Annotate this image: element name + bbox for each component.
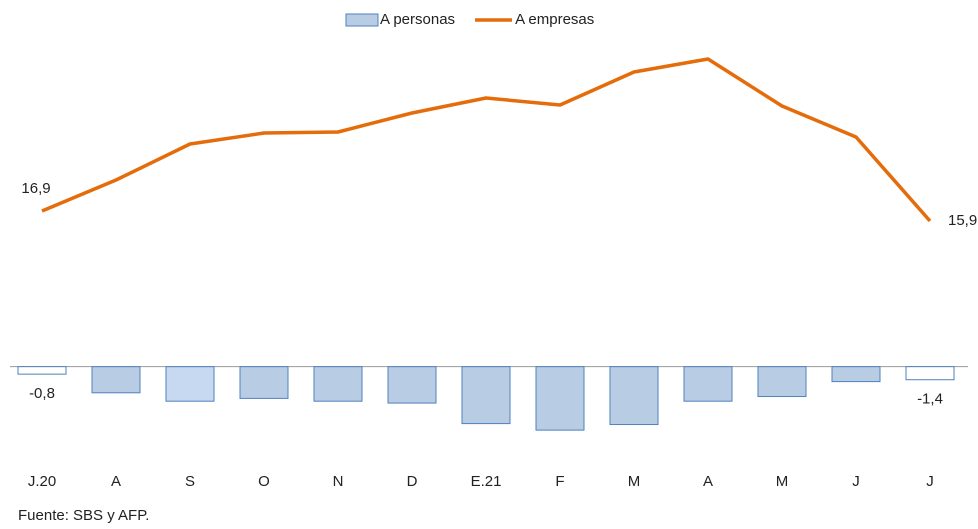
value-label: -1,4 [917,391,943,408]
x-tick-label: E.21 [471,473,502,490]
x-tick-label: N [333,473,344,490]
x-tick-label: F [555,473,564,490]
value-label: 16,9 [21,180,50,197]
line [41,57,932,223]
x-tick-label: S [185,473,195,490]
value-label: -0,8 [29,385,55,402]
x-tick-label: A [111,473,121,490]
bar [387,366,437,404]
x-tick-label: O [258,473,270,490]
legend-swatch [345,13,379,27]
bar [831,366,881,383]
legend-label: A empresas [515,11,594,28]
bar [461,366,511,425]
bar [165,366,215,402]
x-tick-label: J [852,473,860,490]
legend-label: A personas [380,11,455,28]
bar [239,366,289,399]
bar [91,366,141,394]
source: Fuente: SBS y AFP. [18,507,149,524]
bar [313,366,363,402]
x-tick-label: A [703,473,713,490]
bar [683,366,733,402]
bar [17,366,67,375]
x-tick-label: M [628,473,641,490]
bar [609,366,659,426]
bar [535,366,585,431]
x-tick-label: J.20 [28,473,56,490]
value-label: 15,9 [948,212,977,229]
x-tick-label: D [407,473,418,490]
bar [757,366,807,398]
x-tick-label: M [776,473,789,490]
bar [905,366,955,381]
x-tick-label: J [926,473,934,490]
